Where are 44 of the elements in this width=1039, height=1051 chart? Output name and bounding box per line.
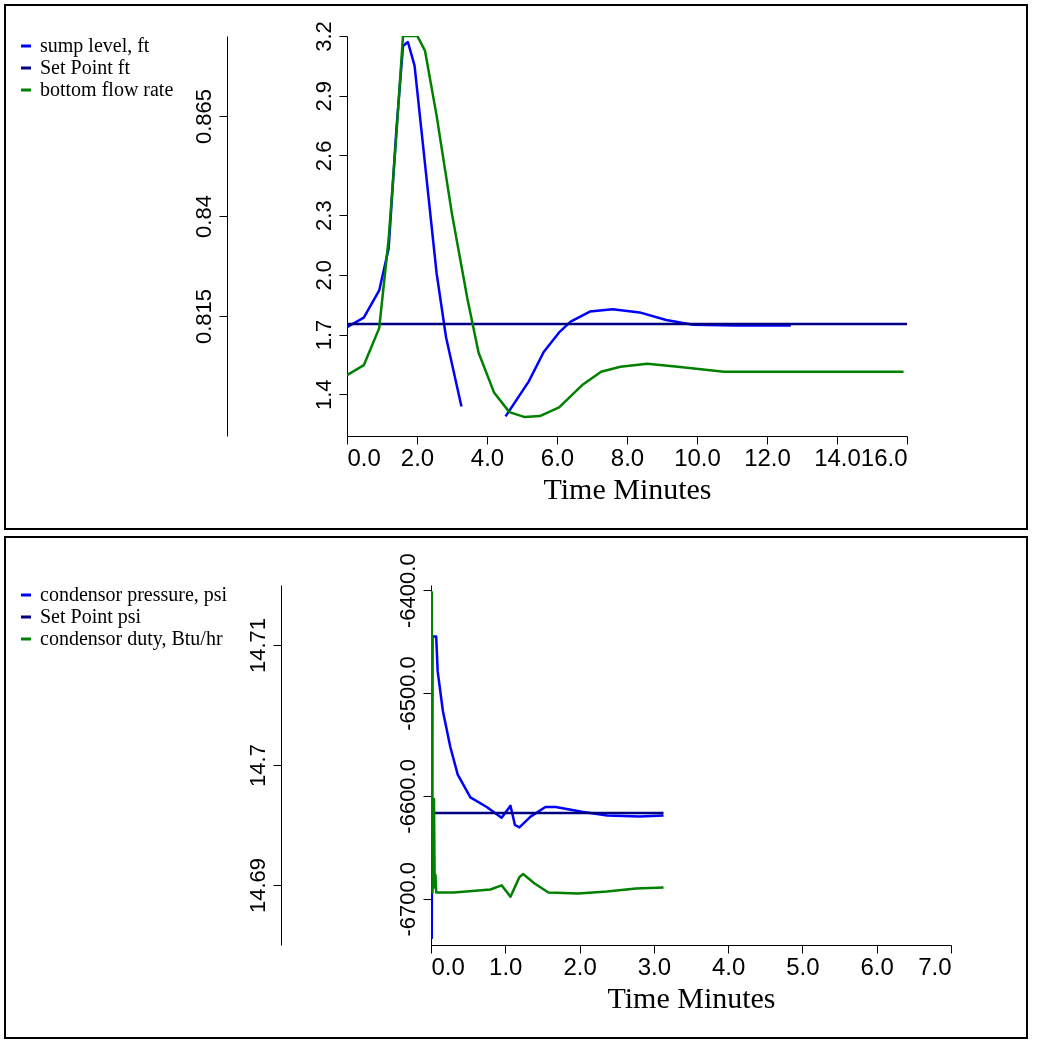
y2-tick-label: 1.4 — [310, 379, 336, 411]
y2-tick-label: -6400.0 — [394, 553, 420, 628]
x-tick-label: 3.0 — [637, 952, 672, 980]
legend-label: Set Point ft — [40, 56, 131, 78]
x-axis-title: Time Minutes — [607, 980, 776, 1014]
x-axis-title: Time Minutes — [543, 471, 712, 505]
y2-tick-label: 3.2 — [310, 21, 336, 52]
x-tick-label: 12.0 — [744, 443, 791, 471]
y-tick-label: 14.7 — [244, 744, 270, 787]
line-series — [347, 36, 905, 419]
x-tick-label: 10.0 — [674, 443, 721, 471]
y-tick-label: 14.71 — [244, 617, 270, 674]
y-tick-label: 14.69 — [244, 857, 270, 914]
x-tick-label: 8.0 — [610, 443, 645, 471]
x-tick-label: 5.0 — [786, 952, 820, 980]
legend-label: sump level, ft — [40, 34, 150, 57]
y2-tick-label: -6700.0 — [394, 861, 420, 937]
legend-label: Set Point psi — [40, 605, 142, 628]
y2-tick-label: 2.6 — [310, 140, 336, 172]
y2-tick-label: 2.0 — [310, 260, 336, 291]
legend-label: condensor duty, Btu/hr — [40, 627, 223, 650]
x-tick-label: 4.0 — [711, 952, 746, 980]
y2-tick-label: -6600.0 — [394, 759, 420, 834]
y-tick-label: 0.815 — [190, 288, 216, 345]
x-tick-label: 6.0 — [540, 443, 575, 471]
y2-tick-label: -6500.0 — [394, 656, 420, 731]
y2-tick-label: 2.9 — [310, 80, 336, 112]
x-tick-label: 0.0 — [431, 952, 465, 980]
x-tick-label: 4.0 — [470, 443, 505, 471]
x-tick-label: 2.0 — [563, 952, 597, 980]
y-tick-label: 0.865 — [190, 88, 216, 145]
x-tick-label: 2.0 — [400, 443, 435, 471]
x-tick-label: 0.0 — [347, 443, 381, 471]
y2-tick-label: 1.7 — [310, 319, 336, 351]
legend-label: bottom flow rate — [40, 78, 174, 100]
x-tick-label: 14.0 — [814, 443, 861, 471]
x-tick-label: 16.0 — [860, 443, 908, 471]
y2-tick-label: 2.3 — [310, 200, 336, 231]
x-tick-label: 1.0 — [489, 952, 523, 980]
line-series — [431, 589, 665, 898]
legend-label: condensor pressure, psi — [40, 583, 228, 606]
y-tick-label: 0.84 — [190, 195, 216, 238]
x-tick-label: 7.0 — [918, 952, 952, 980]
x-tick-label: 6.0 — [860, 952, 894, 980]
